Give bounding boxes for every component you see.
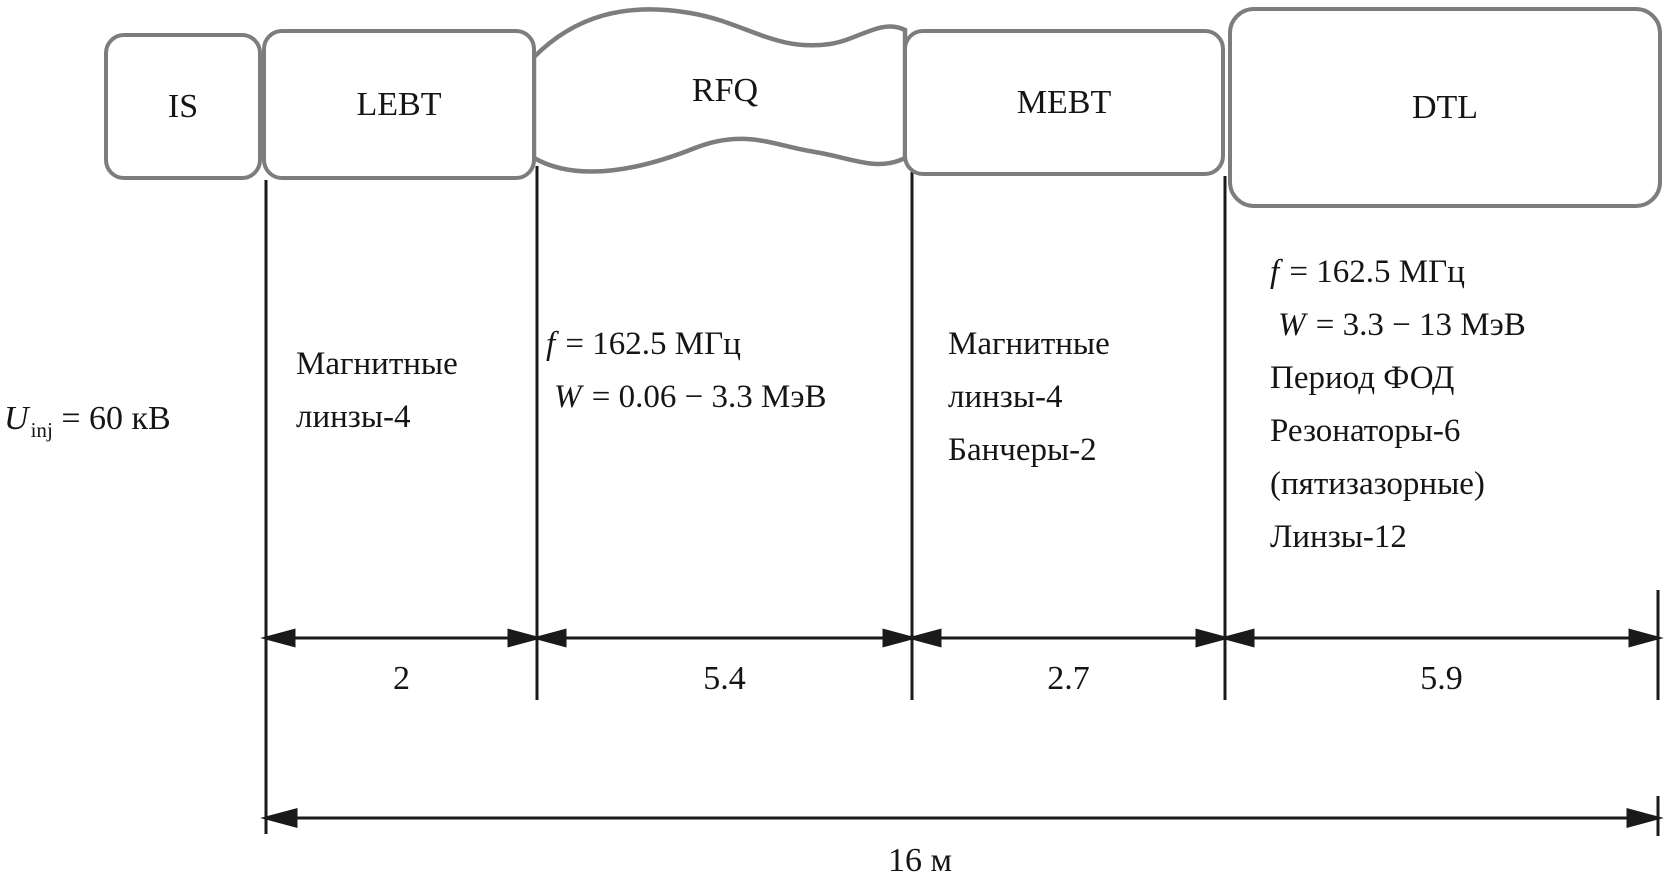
mebt-description: Магнитные линзы-4 Банчеры-2 [948,318,1110,477]
symbol-f: f [1270,254,1280,290]
lebt-desc-line: линзы-4 [296,399,411,435]
lebt-description: Магнитные линзы-4 [296,338,458,444]
lebt-desc-line: Магнитные [296,346,458,382]
dtl-desc-line: (пятизазорные) [1270,466,1485,502]
dimension-dtl-length: 5.9 [1420,660,1463,697]
total-dimension-arrow [260,808,1664,828]
dtl-desc-energy: W = 3.3 − 13 МэВ [1270,299,1526,352]
block-rfq-label: RFQ [691,72,759,109]
dimension-mebt-length: 2.7 [1047,660,1090,697]
block-is-label: IS [167,87,199,125]
injection-subscript: inj [30,417,53,442]
symbol-u: U [4,400,29,437]
mebt-desc-line: Магнитные [948,326,1110,362]
dtl-description: f = 162.5 МГц W = 3.3 − 13 МэВ Период ФО… [1270,246,1526,564]
mebt-desc-line: линзы-4 [948,379,1063,415]
block-dtl-label: DTL [1411,88,1479,126]
block-lebt: LEBT [262,29,536,180]
segment-dimension-arrows [260,628,1664,648]
symbol-w: W [1278,307,1306,343]
dimension-total-length: 16 м [887,842,952,879]
mebt-desc-line: Банчеры-2 [948,432,1097,468]
block-dtl: DTL [1228,7,1662,208]
dtl-energy-text: = 3.3 − 13 МэВ [1307,307,1526,343]
dtl-desc-frequency: f = 162.5 МГц [1270,246,1526,299]
dtl-desc-line: Линзы-12 [1270,519,1407,555]
dimension-rfq-length: 5.4 [703,660,746,697]
block-mebt-label: MEBT [1016,83,1112,121]
block-is: IS [104,33,262,180]
extension-lines [264,166,1660,836]
dtl-desc-line: Резонаторы-6 [1270,413,1461,449]
injection-voltage: Uinj = 60 кВ [4,392,171,457]
rfq-description: f = 162.5 МГц W = 0.06 − 3.3 МэВ [546,318,827,424]
symbol-w: W [554,379,582,415]
rfq-frequency-text: = 162.5 МГц [557,326,741,362]
dtl-frequency-text: = 162.5 МГц [1281,254,1465,290]
block-lebt-label: LEBT [356,85,442,123]
block-mebt: MEBT [903,29,1225,176]
dtl-desc-line: Период ФОД [1270,360,1455,396]
injection-value: = 60 кВ [52,400,171,437]
rfq-desc-energy: W = 0.06 − 3.3 МэВ [546,371,827,424]
symbol-f: f [546,326,556,362]
rfq-energy-text: = 0.06 − 3.3 МэВ [583,379,827,415]
dimension-lebt-length: 2 [393,660,410,697]
rfq-desc-frequency: f = 162.5 МГц [546,318,827,371]
